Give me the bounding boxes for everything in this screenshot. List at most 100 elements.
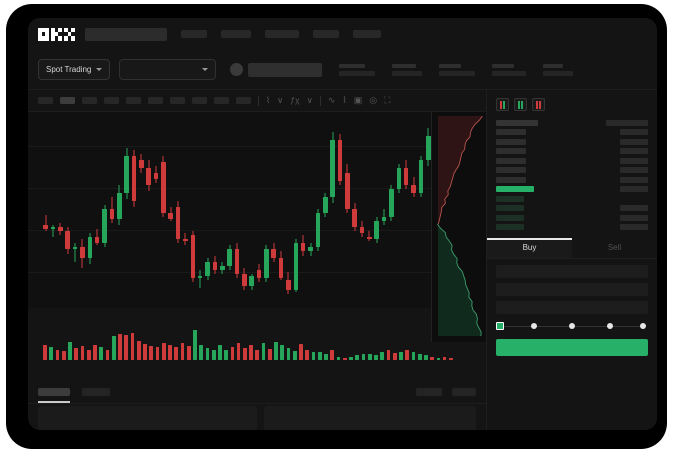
amount-slider[interactable] [496, 321, 648, 333]
bottom-tab-0[interactable] [38, 387, 70, 403]
bottom-tab-1[interactable] [82, 387, 110, 396]
volume-bar [118, 333, 122, 360]
volume-bar [267, 348, 272, 360]
order-field-0[interactable] [496, 265, 648, 278]
timeframe-button-7[interactable] [192, 97, 207, 104]
slider-step-1[interactable] [531, 323, 537, 329]
orderbook-bids-icon[interactable] [514, 98, 527, 111]
orderbook-both-icon[interactable] [496, 98, 509, 111]
ob-amount-cell [620, 224, 648, 231]
indicator-icon[interactable]: ƒχ [290, 95, 300, 106]
orderbook-mode-buttons [487, 90, 657, 116]
orderbook-bid-row[interactable] [496, 194, 648, 204]
orderbook-spread-row[interactable] [496, 185, 648, 195]
candle-body [381, 217, 387, 222]
ob-amount-cell [620, 138, 648, 145]
volume-bar [430, 357, 434, 360]
timeframe-button-0[interactable] [38, 97, 53, 104]
orderbook-ask-row[interactable] [496, 175, 648, 185]
tab-buy-label: Buy [522, 243, 537, 252]
orderbook-bid-row[interactable] [496, 223, 648, 233]
ob-price-cell [496, 119, 538, 126]
candle-body [197, 275, 203, 278]
submit-order-button[interactable] [496, 339, 648, 356]
nav-link-3[interactable] [313, 30, 339, 38]
candle [308, 112, 313, 308]
fullscreen-icon[interactable]: ⛶ [384, 95, 391, 105]
tab-buy[interactable]: Buy [487, 238, 572, 258]
orderbook-ask-row[interactable] [496, 137, 648, 147]
wave-icon[interactable]: ∿ [327, 95, 336, 105]
okx-logo[interactable] [38, 27, 75, 41]
spot-trading-dropdown[interactable]: Spot Trading [38, 59, 111, 80]
gridline-2 [28, 230, 486, 231]
timeframe-button-8[interactable] [214, 97, 229, 104]
candle [183, 112, 188, 308]
bottom-panel-1 [264, 406, 476, 430]
candle [197, 112, 203, 308]
nav-link-2[interactable] [265, 30, 299, 38]
toolbar-divider [319, 95, 321, 106]
volume-bar [193, 330, 197, 360]
timeframe-button-2[interactable] [82, 97, 97, 104]
slider-step-4[interactable] [640, 323, 646, 329]
orderbook-ask-row[interactable] [496, 156, 648, 166]
nav-link-1[interactable] [221, 30, 251, 38]
ob-mode-bar [518, 100, 520, 109]
candle-body [345, 172, 350, 209]
order-book[interactable] [487, 116, 657, 232]
timeframe-button-1[interactable] [60, 97, 75, 104]
candlestick-icon[interactable]: ⌇ [266, 95, 271, 106]
order-field-2[interactable] [496, 301, 648, 314]
order-field-1[interactable] [496, 283, 648, 296]
timeframe-button-6[interactable] [170, 97, 185, 104]
orderbook-ask-row[interactable] [496, 166, 648, 176]
tab-sell[interactable]: Sell [572, 238, 657, 258]
bottom-action-1[interactable] [452, 387, 476, 396]
line-chart-icon[interactable]: ∨ [277, 95, 284, 106]
candle [65, 112, 71, 308]
chevron-down-icon[interactable]: ∨ [306, 95, 313, 106]
slider-step-2[interactable] [569, 323, 575, 329]
candle [330, 112, 335, 308]
nav-link-4[interactable] [353, 30, 381, 38]
timeframe-button-9[interactable] [236, 97, 251, 104]
timeframe-button-3[interactable] [104, 97, 119, 104]
timeframe-button-4[interactable] [126, 97, 141, 104]
orderbook-ask-row[interactable] [496, 128, 648, 138]
candle-body [65, 231, 71, 250]
orderbook-header-row[interactable] [496, 118, 648, 128]
orderbook-bid-row[interactable] [496, 213, 648, 223]
settings-icon[interactable]: ◎ [369, 95, 378, 105]
market-stat-label [543, 63, 564, 68]
volume-bar [205, 348, 210, 360]
orderbook-bid-row[interactable] [496, 204, 648, 214]
ob-mode-bar [503, 100, 505, 109]
ruler-icon[interactable]: ⌇ [342, 95, 347, 105]
ob-price-cell [496, 167, 526, 174]
camera-icon[interactable]: ▣ [353, 95, 363, 105]
candle-wick [52, 225, 54, 238]
volume-bar [311, 351, 316, 360]
nav-link-0[interactable] [181, 30, 207, 38]
slider-step-0[interactable] [496, 322, 504, 330]
nav-search-input[interactable] [85, 27, 167, 41]
price-chart[interactable] [28, 112, 486, 308]
candle [50, 112, 56, 308]
candle [322, 112, 328, 308]
candle-wick [199, 269, 201, 288]
candle [425, 112, 431, 308]
orderbook-ask-row[interactable] [496, 147, 648, 157]
candle [153, 112, 159, 308]
candle [352, 112, 357, 308]
slider-step-3[interactable] [607, 323, 613, 329]
timeframe-button-5[interactable] [148, 97, 163, 104]
trading-pair-dropdown[interactable] [119, 59, 217, 80]
candle [94, 112, 100, 308]
ob-price-cell [496, 176, 526, 183]
candle-body [183, 239, 188, 242]
orderbook-asks-icon[interactable] [532, 98, 545, 111]
bottom-action-0[interactable] [416, 387, 442, 396]
candle [264, 112, 269, 308]
bottom-panel-0 [38, 406, 258, 430]
